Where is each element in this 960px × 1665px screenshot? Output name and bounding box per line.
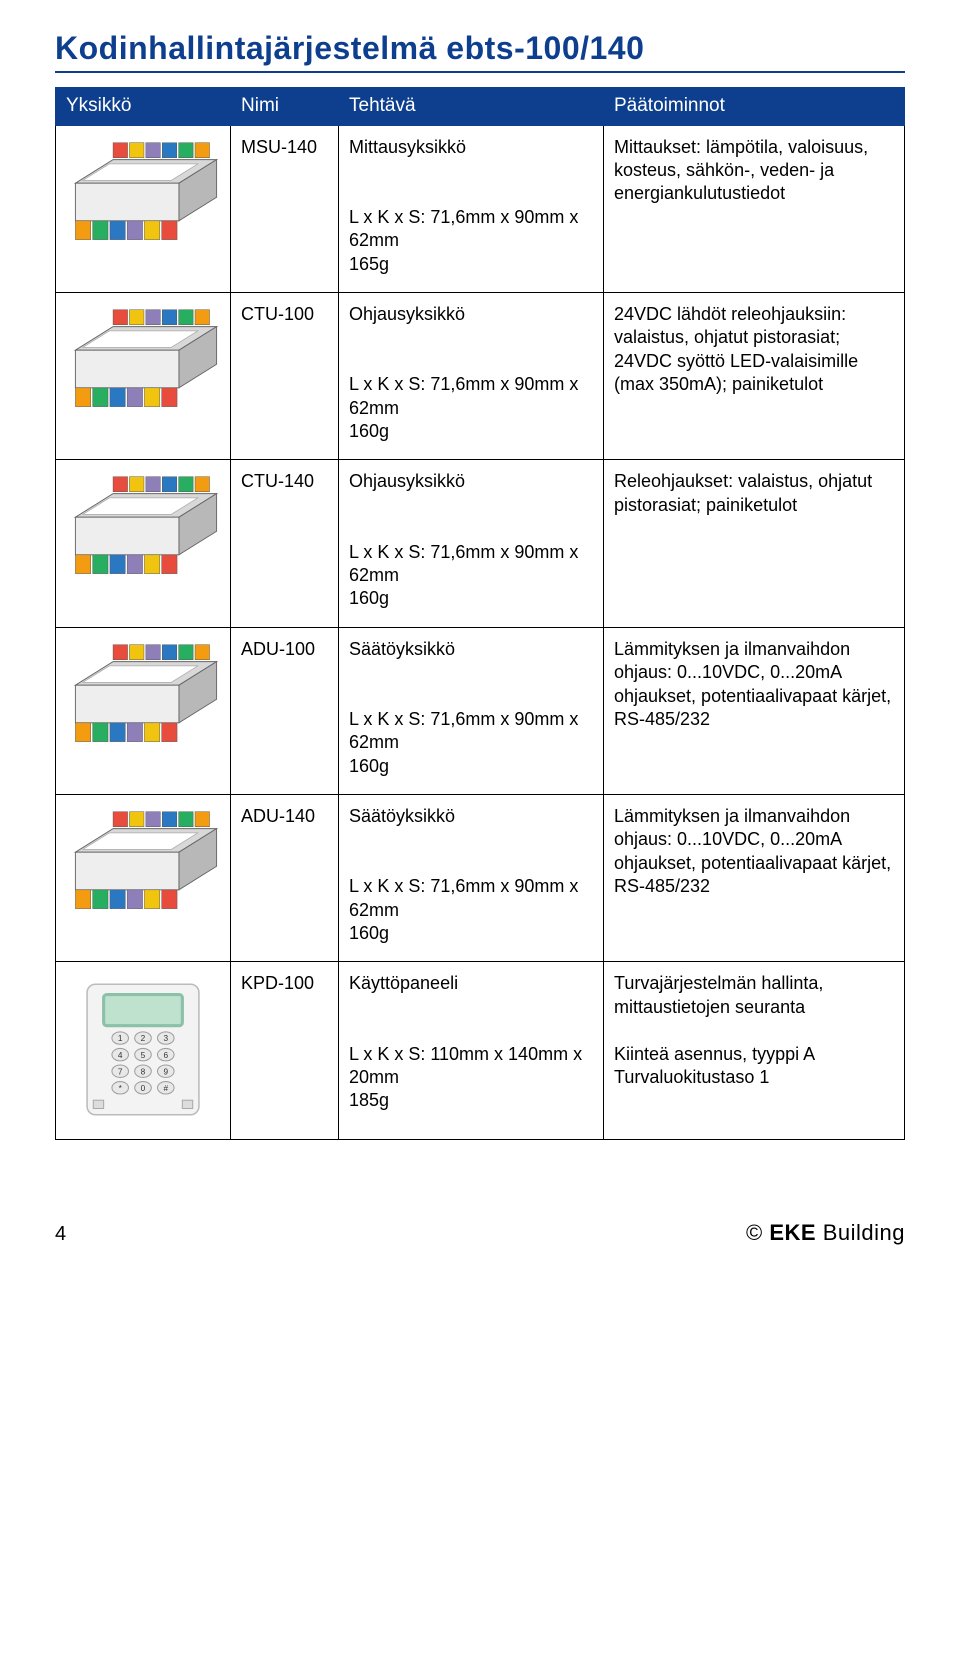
- th-unit: Yksikkö: [56, 88, 231, 126]
- svg-text:#: #: [163, 1084, 168, 1093]
- module-icon: [66, 811, 226, 931]
- th-func: Päätoiminnot: [604, 88, 905, 126]
- unit-image-cell: [56, 795, 231, 962]
- title-divider: [55, 71, 905, 73]
- unit-function: 24VDC lähdöt releohjauksiin: valaistus, …: [604, 293, 905, 460]
- svg-text:1: 1: [118, 1035, 123, 1044]
- page-title: Kodinhallintajärjestelmä ebts-100/140: [55, 30, 905, 67]
- table-row: CTU-100Ohjausyksikkö L x K x S: 71,6mm x…: [56, 293, 905, 460]
- unit-image-cell: [56, 125, 231, 292]
- unit-function: Lämmityksen ja ilmanvaihdon ohjaus: 0...…: [604, 627, 905, 794]
- table-row: 123456789*0# KPD-100Käyttöpaneeli L x K …: [56, 962, 905, 1140]
- page-number: 4: [55, 1223, 66, 1246]
- svg-text:6: 6: [163, 1051, 168, 1060]
- table-row: ADU-100Säätöyksikkö L x K x S: 71,6mm x …: [56, 627, 905, 794]
- unit-name: ADU-100: [231, 627, 339, 794]
- unit-image-cell: [56, 627, 231, 794]
- copyright-symbol: ©: [746, 1220, 763, 1245]
- unit-function: Mittaukset: lämpötila, valoisuus, kosteu…: [604, 125, 905, 292]
- module-icon: [66, 309, 226, 429]
- unit-name: ADU-140: [231, 795, 339, 962]
- svg-text:8: 8: [141, 1068, 146, 1077]
- brand-eke: EKE: [769, 1220, 816, 1245]
- keypad-icon: 123456789*0#: [73, 978, 213, 1123]
- brand-label: © EKE Building: [746, 1220, 905, 1246]
- table-row: CTU-140Ohjausyksikkö L x K x S: 71,6mm x…: [56, 460, 905, 627]
- unit-task: Mittausyksikkö L x K x S: 71,6mm x 90mm …: [339, 125, 604, 292]
- svg-text:5: 5: [141, 1051, 146, 1060]
- svg-text:0: 0: [141, 1084, 146, 1093]
- unit-image-cell: 123456789*0#: [56, 962, 231, 1140]
- svg-text:7: 7: [118, 1068, 123, 1077]
- unit-function: Turvajärjestelmän hallinta, mittaustieto…: [604, 962, 905, 1140]
- product-table: Yksikkö Nimi Tehtävä Päätoiminnot MSU-14…: [55, 87, 905, 1140]
- module-icon: [66, 142, 226, 262]
- th-name: Nimi: [231, 88, 339, 126]
- svg-text:4: 4: [118, 1051, 123, 1060]
- unit-function: Lämmityksen ja ilmanvaihdon ohjaus: 0...…: [604, 795, 905, 962]
- unit-task: Käyttöpaneeli L x K x S: 110mm x 140mm x…: [339, 962, 604, 1140]
- svg-text:9: 9: [163, 1068, 168, 1077]
- brand-rest: Building: [816, 1220, 905, 1245]
- unit-name: CTU-140: [231, 460, 339, 627]
- unit-function: Releohjaukset: valaistus, ohjatut pistor…: [604, 460, 905, 627]
- unit-task: Ohjausyksikkö L x K x S: 71,6mm x 90mm x…: [339, 293, 604, 460]
- th-task: Tehtävä: [339, 88, 604, 126]
- unit-name: CTU-100: [231, 293, 339, 460]
- svg-text:2: 2: [141, 1035, 146, 1044]
- unit-image-cell: [56, 293, 231, 460]
- unit-image-cell: [56, 460, 231, 627]
- page-footer: 4 © EKE Building: [0, 1160, 960, 1276]
- module-icon: [66, 644, 226, 764]
- table-row: MSU-140Mittausyksikkö L x K x S: 71,6mm …: [56, 125, 905, 292]
- unit-task: Ohjausyksikkö L x K x S: 71,6mm x 90mm x…: [339, 460, 604, 627]
- table-row: ADU-140Säätöyksikkö L x K x S: 71,6mm x …: [56, 795, 905, 962]
- table-header-row: Yksikkö Nimi Tehtävä Päätoiminnot: [56, 88, 905, 126]
- unit-task: Säätöyksikkö L x K x S: 71,6mm x 90mm x …: [339, 627, 604, 794]
- module-icon: [66, 476, 226, 596]
- svg-text:3: 3: [163, 1035, 168, 1044]
- unit-task: Säätöyksikkö L x K x S: 71,6mm x 90mm x …: [339, 795, 604, 962]
- unit-name: KPD-100: [231, 962, 339, 1140]
- unit-name: MSU-140: [231, 125, 339, 292]
